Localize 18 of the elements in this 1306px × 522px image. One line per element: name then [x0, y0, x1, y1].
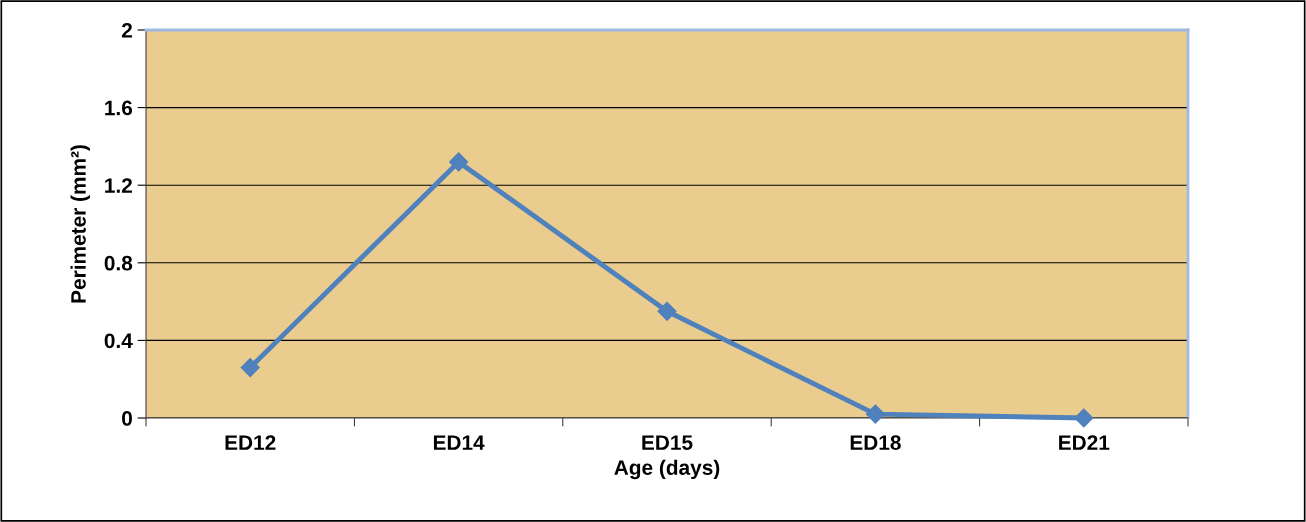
x-tick-label: ED18 [850, 435, 901, 450]
x-tick-label: ED15 [642, 435, 693, 450]
y-tick-label: 0 [122, 411, 132, 426]
y-tick-label: 1.2 [105, 178, 132, 193]
point [657, 301, 677, 321]
x-tick-label: ED21 [1059, 435, 1110, 450]
point [865, 404, 885, 424]
point [240, 358, 260, 378]
y-tick-label: 0.8 [104, 255, 133, 271]
y-axis-title: Perimeter (mm²) [70, 145, 90, 303]
y-tick-label: 1.6 [105, 100, 133, 116]
point [449, 152, 469, 172]
y-tick-label: 2 [121, 23, 132, 38]
y-tick-label: 0.4 [104, 333, 133, 349]
x-axis-title: Age (days) [614, 459, 720, 480]
x-tick-label: ED12 [225, 435, 276, 450]
x-tick-label: ED14 [433, 435, 485, 450]
point [1074, 408, 1094, 428]
